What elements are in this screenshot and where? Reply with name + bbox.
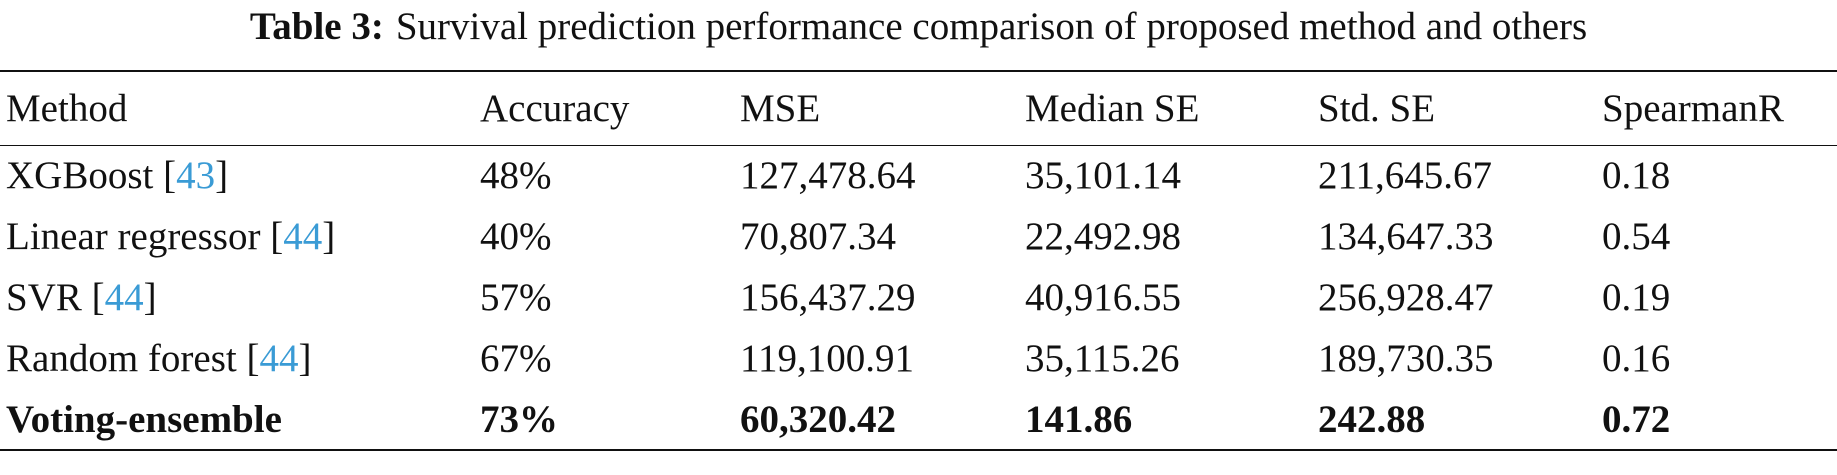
table-cell: 119,100.91	[740, 337, 915, 380]
column-header: Method	[6, 86, 128, 130]
table-row: Voting-ensemble 73% 60,320.42 141.86 242.88 0…	[0, 389, 1837, 450]
table-cell: 156,437.29	[740, 276, 916, 319]
table-cell: 0.72	[1602, 397, 1671, 441]
table-cell: 60,320.42	[740, 397, 896, 441]
method-text: ]	[322, 215, 336, 258]
table-cell: 256,928.47	[1318, 276, 1494, 319]
table-cell: 73%	[480, 397, 558, 441]
table-cell: 0.19	[1602, 276, 1671, 319]
column-header: Std. SE	[1318, 86, 1436, 130]
column-header: SpearmanR	[1602, 86, 1784, 130]
table-cell: 189,730.35	[1318, 337, 1494, 380]
table-cell: 141.86	[1025, 397, 1133, 441]
header-row: Method Accuracy MSE Median SE Std. SE Spearma…	[0, 71, 1837, 145]
citation-link[interactable]: 44	[283, 215, 323, 258]
table-cell: 70,807.34	[740, 215, 896, 258]
table-cell: 0.54	[1602, 215, 1671, 258]
citation-link[interactable]: 44	[259, 337, 299, 380]
caption-text: Survival prediction performance comparis…	[395, 5, 1588, 48]
citation-link[interactable]: 43	[176, 154, 216, 198]
table-row: Random forest [44] 67% 119,100.91 35,115.26…	[0, 328, 1837, 389]
method-text: SVR [	[6, 276, 105, 319]
column-header: MSE	[740, 86, 821, 130]
table-cell: 127,478.64	[740, 154, 916, 198]
method-cell: SVR [44]	[0, 267, 474, 328]
column-header: Median SE	[1025, 86, 1200, 130]
method-text: ]	[298, 337, 312, 380]
method-cell: Random forest [44]	[0, 328, 474, 389]
table-cell: 211,645.67	[1318, 154, 1493, 198]
table-cell: 35,115.26	[1025, 337, 1180, 380]
table-cell: 40,916.55	[1025, 276, 1181, 319]
table-cell: 22,492.98	[1025, 215, 1181, 258]
method-cell: XGBoost [43]	[0, 145, 474, 206]
method-text: XGBoost [	[6, 154, 177, 198]
method-cell: Linear regressor [44]	[0, 206, 474, 267]
method-text: Linear regressor [	[6, 215, 284, 258]
table-cell: 67%	[480, 337, 552, 380]
table-cell: 57%	[480, 276, 552, 319]
method-cell: Voting-ensemble	[0, 389, 474, 450]
table-cell: 0.16	[1602, 337, 1671, 380]
table-row: Linear regressor [44] 40% 70,807.34 22,492.…	[0, 206, 1837, 267]
column-header: Accuracy	[480, 86, 630, 130]
table-row: XGBoost [43] 48% 127,478.64 35,101.14 211,64…	[0, 145, 1837, 206]
table-cell: 134,647.33	[1318, 215, 1494, 258]
caption-label: Table 3:	[249, 5, 384, 48]
method-text: ]	[215, 154, 229, 198]
table-cell: 48%	[480, 154, 552, 198]
table-body: XGBoost [43] 48% 127,478.64 35,101.14 211,64…	[0, 145, 1837, 450]
table-caption: Table 3: Survival prediction performance …	[0, 0, 1837, 70]
table-cell: 40%	[480, 215, 552, 258]
method-text: Random forest [	[6, 337, 260, 380]
results-table: Method Accuracy MSE Median SE Std. SE Spearma…	[0, 70, 1837, 451]
method-text: ]	[143, 276, 157, 319]
table-row: SVR [44] 57% 156,437.29 40,916.55 256,928.47…	[0, 267, 1837, 328]
table-cell: 35,101.14	[1025, 154, 1181, 198]
table-cell: 242.88	[1318, 397, 1426, 441]
citation-link[interactable]: 44	[104, 276, 144, 319]
method-text: Voting-ensemble	[6, 397, 282, 441]
table-cell: 0.18	[1602, 154, 1671, 198]
